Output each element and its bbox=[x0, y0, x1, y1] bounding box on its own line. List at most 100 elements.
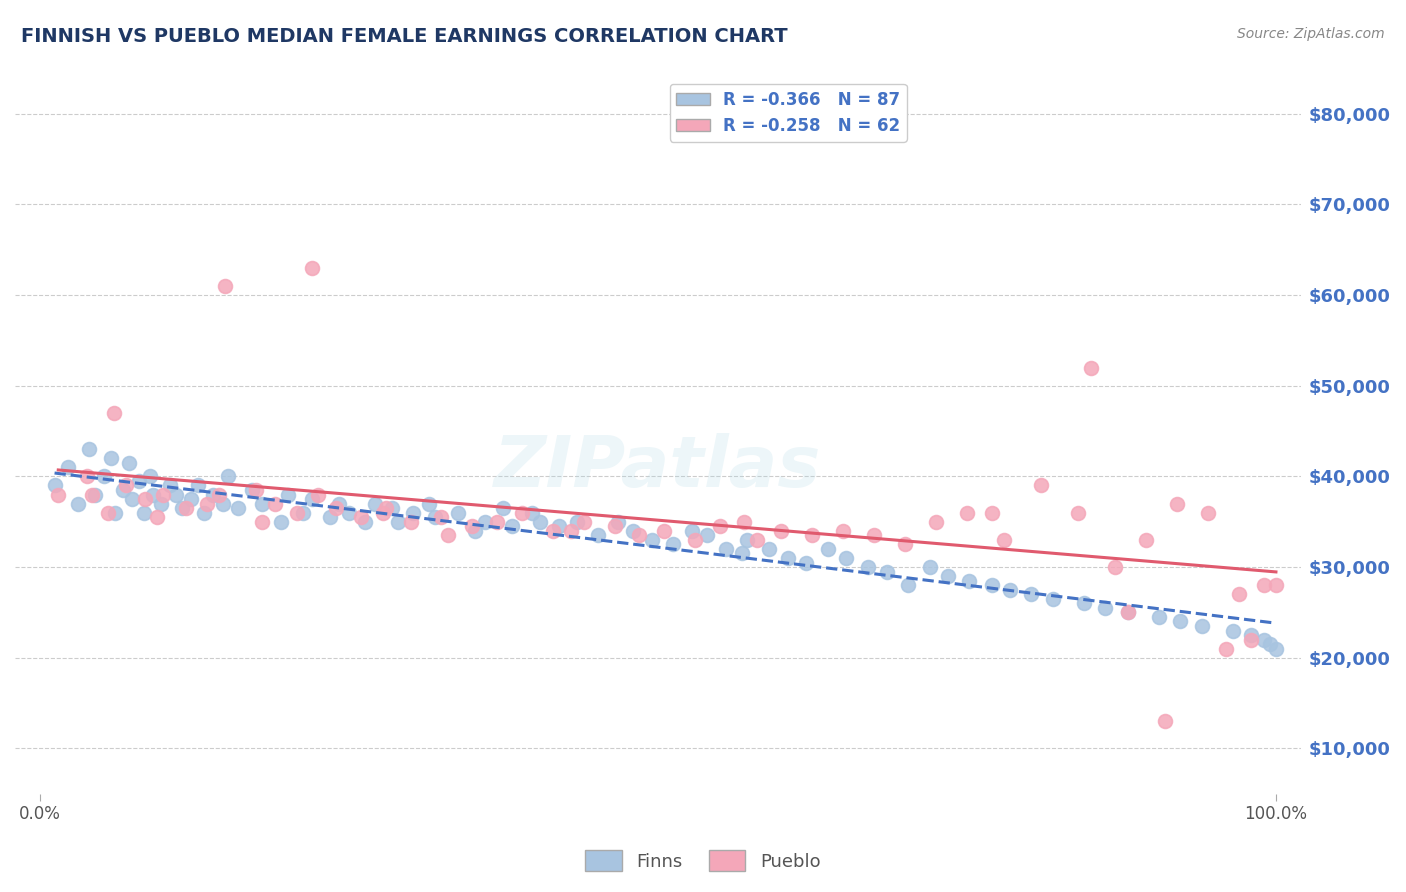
Point bbox=[211, 497, 233, 511]
Point bbox=[118, 456, 141, 470]
Point bbox=[501, 519, 523, 533]
Point bbox=[993, 533, 1015, 547]
Point bbox=[1147, 610, 1170, 624]
Point bbox=[1116, 606, 1139, 620]
Point bbox=[998, 582, 1021, 597]
Point bbox=[492, 501, 515, 516]
Point bbox=[93, 469, 115, 483]
Point bbox=[876, 565, 898, 579]
Point bbox=[1080, 360, 1102, 375]
Point bbox=[1135, 533, 1157, 547]
Point bbox=[1168, 615, 1191, 629]
Point bbox=[270, 515, 292, 529]
Point bbox=[208, 487, 231, 501]
Point bbox=[1019, 587, 1042, 601]
Point bbox=[464, 524, 486, 538]
Point bbox=[56, 460, 79, 475]
Point bbox=[115, 478, 138, 492]
Point bbox=[285, 506, 308, 520]
Point bbox=[863, 528, 886, 542]
Point bbox=[856, 560, 879, 574]
Point bbox=[1240, 632, 1263, 647]
Point bbox=[696, 528, 718, 542]
Point bbox=[1227, 587, 1250, 601]
Point bbox=[292, 506, 315, 520]
Point bbox=[758, 541, 780, 556]
Point bbox=[226, 501, 249, 516]
Point bbox=[430, 510, 453, 524]
Point bbox=[149, 497, 172, 511]
Point bbox=[353, 515, 375, 529]
Point bbox=[134, 492, 156, 507]
Point bbox=[159, 478, 181, 492]
Point bbox=[925, 515, 948, 529]
Point bbox=[1253, 578, 1275, 592]
Point bbox=[745, 533, 768, 547]
Point bbox=[146, 510, 169, 524]
Point bbox=[714, 541, 737, 556]
Point bbox=[731, 546, 754, 560]
Point bbox=[1166, 497, 1188, 511]
Point bbox=[652, 524, 675, 538]
Point bbox=[97, 506, 120, 520]
Point bbox=[193, 506, 215, 520]
Point bbox=[588, 528, 610, 542]
Point bbox=[217, 469, 239, 483]
Point bbox=[165, 487, 187, 501]
Point bbox=[373, 506, 395, 520]
Point bbox=[1104, 560, 1126, 574]
Point bbox=[381, 501, 404, 516]
Point bbox=[1067, 506, 1090, 520]
Point bbox=[103, 406, 125, 420]
Point bbox=[461, 519, 484, 533]
Point bbox=[894, 537, 917, 551]
Point bbox=[307, 487, 329, 501]
Point bbox=[980, 506, 1002, 520]
Point bbox=[681, 524, 703, 538]
Point bbox=[301, 260, 323, 275]
Point bbox=[240, 483, 263, 497]
Point bbox=[794, 556, 817, 570]
Point bbox=[128, 474, 150, 488]
Point bbox=[195, 497, 218, 511]
Point bbox=[661, 537, 683, 551]
Point bbox=[187, 478, 209, 492]
Point bbox=[170, 501, 193, 516]
Text: FINNISH VS PUEBLO MEDIAN FEMALE EARNINGS CORRELATION CHART: FINNISH VS PUEBLO MEDIAN FEMALE EARNINGS… bbox=[21, 27, 787, 45]
Point bbox=[350, 510, 373, 524]
Point bbox=[364, 497, 387, 511]
Point bbox=[918, 560, 941, 574]
Point bbox=[180, 492, 202, 507]
Point bbox=[337, 506, 360, 520]
Point bbox=[1240, 628, 1263, 642]
Point bbox=[770, 524, 793, 538]
Point bbox=[402, 506, 425, 520]
Point bbox=[76, 469, 98, 483]
Point bbox=[628, 528, 651, 542]
Point bbox=[1258, 637, 1281, 651]
Point bbox=[319, 510, 342, 524]
Point bbox=[201, 487, 224, 501]
Point bbox=[640, 533, 662, 547]
Point bbox=[104, 506, 127, 520]
Point bbox=[529, 515, 551, 529]
Point bbox=[111, 483, 134, 497]
Point bbox=[1073, 596, 1095, 610]
Point bbox=[1094, 600, 1116, 615]
Point bbox=[245, 483, 267, 497]
Point bbox=[1029, 478, 1052, 492]
Point bbox=[425, 510, 447, 524]
Point bbox=[603, 519, 626, 533]
Point bbox=[277, 487, 299, 501]
Point bbox=[132, 506, 155, 520]
Point bbox=[328, 497, 350, 511]
Point bbox=[733, 515, 755, 529]
Point bbox=[1191, 619, 1213, 633]
Point bbox=[1042, 591, 1064, 606]
Point bbox=[486, 515, 509, 529]
Point bbox=[567, 515, 589, 529]
Point bbox=[541, 524, 564, 538]
Point bbox=[1222, 624, 1244, 638]
Point bbox=[709, 519, 731, 533]
Point bbox=[301, 492, 323, 507]
